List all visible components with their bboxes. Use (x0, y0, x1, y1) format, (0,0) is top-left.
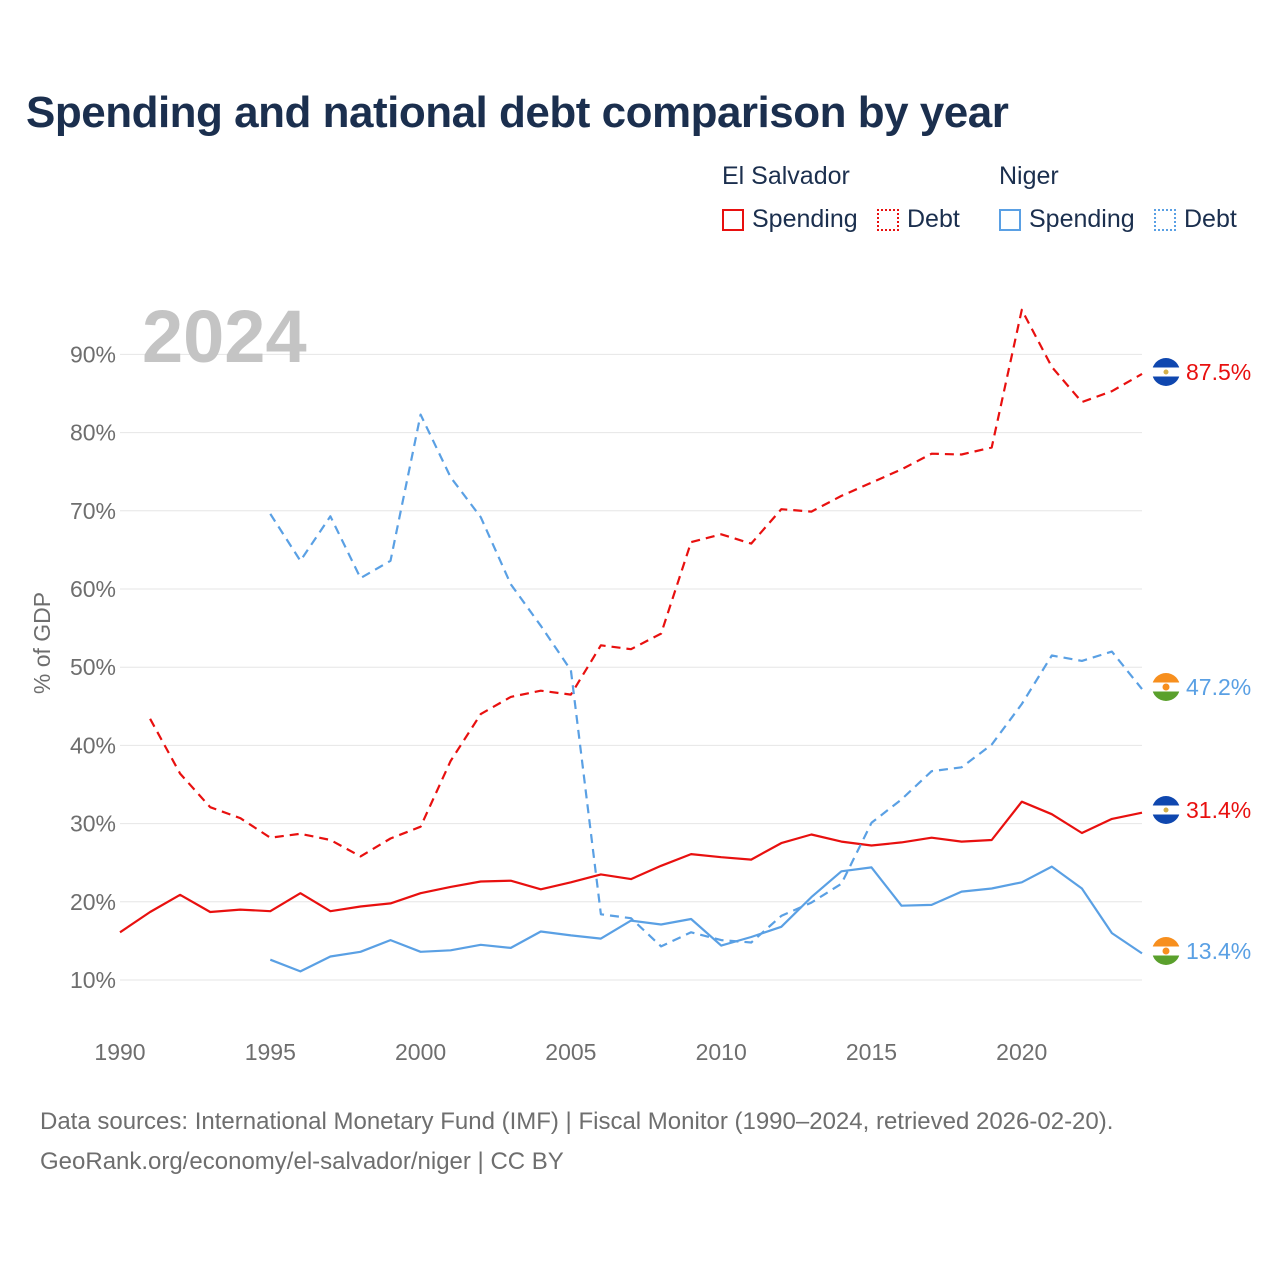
niger-flag-icon (1152, 937, 1180, 965)
y-tick-label: 10% (70, 967, 116, 993)
legend-label: Spending (1029, 205, 1135, 233)
series-line-el-salvador-debt (149, 308, 1143, 858)
x-tick-label: 1990 (94, 1039, 145, 1065)
y-tick-label: 80% (70, 420, 116, 446)
x-axis-ticks: 1990 1995 2000 2005 2010 2015 2020 (94, 1039, 1047, 1065)
legend-group-niger: Niger (999, 162, 1059, 190)
y-tick-label: 40% (70, 732, 116, 758)
dotted-swatch-icon (1154, 208, 1176, 231)
legend-item-el-salvador-debt[interactable]: Debt (877, 205, 960, 234)
x-tick-label: 2020 (996, 1039, 1047, 1065)
y-tick-label: 70% (70, 498, 116, 524)
end-label-el-salvador-spending: 31.4% (1186, 797, 1251, 823)
legend-label: Debt (907, 205, 960, 233)
end-label-el-salvador-debt: 87.5% (1186, 359, 1251, 385)
x-tick-label: 2000 (395, 1039, 446, 1065)
y-tick-label: 30% (70, 811, 116, 837)
dotted-swatch-icon (877, 208, 899, 231)
x-tick-label: 2015 (846, 1039, 897, 1065)
x-tick-label: 2005 (545, 1039, 596, 1065)
y-tick-label: 90% (70, 341, 116, 367)
series-line-el-salvador-spending (119, 800, 1143, 934)
legend-label: Spending (752, 205, 858, 233)
chart-title: Spending and national debt comparison by… (26, 88, 1009, 137)
series-line-niger-debt (269, 413, 1143, 948)
legend-label: Debt (1184, 205, 1237, 233)
y-tick-label: 60% (70, 576, 116, 602)
year-watermark: 2024 (142, 295, 307, 378)
legend-item-niger-spending[interactable]: Spending (999, 205, 1135, 234)
x-tick-label: 2010 (696, 1039, 747, 1065)
end-label-niger-debt: 47.2% (1186, 674, 1251, 700)
gridlines (120, 353, 1142, 981)
series-line-niger-spending (269, 865, 1143, 973)
legend-item-el-salvador-spending[interactable]: Spending (722, 205, 858, 234)
source-line-1: Data sources: International Monetary Fun… (40, 1108, 1114, 1135)
y-tick-label: 20% (70, 889, 116, 915)
el-salvador-flag-icon (1152, 358, 1180, 386)
el-salvador-flag-icon (1152, 796, 1180, 824)
line-chart: 10% 20% 30% 40% 50% 60% 70% 80% 90% 1990 1995 2000… (29, 295, 1251, 1065)
legend-item-niger-debt[interactable]: Debt (1154, 205, 1237, 234)
series-lines (119, 308, 1143, 973)
y-axis-label: % of GDP (29, 592, 55, 694)
y-axis-ticks: 10% 20% 30% 40% 50% 60% 70% 80% 90% (70, 341, 116, 993)
niger-flag-icon (1152, 673, 1180, 701)
solid-swatch-icon (722, 208, 744, 231)
x-tick-label: 1995 (245, 1039, 296, 1065)
end-label-niger-spending: 13.4% (1186, 938, 1251, 964)
source-line-2: GeoRank.org/economy/el-salvador/niger | … (40, 1148, 564, 1175)
solid-swatch-icon (999, 208, 1021, 231)
y-tick-label: 50% (70, 654, 116, 680)
legend-group-el-salvador: El Salvador (722, 162, 850, 190)
